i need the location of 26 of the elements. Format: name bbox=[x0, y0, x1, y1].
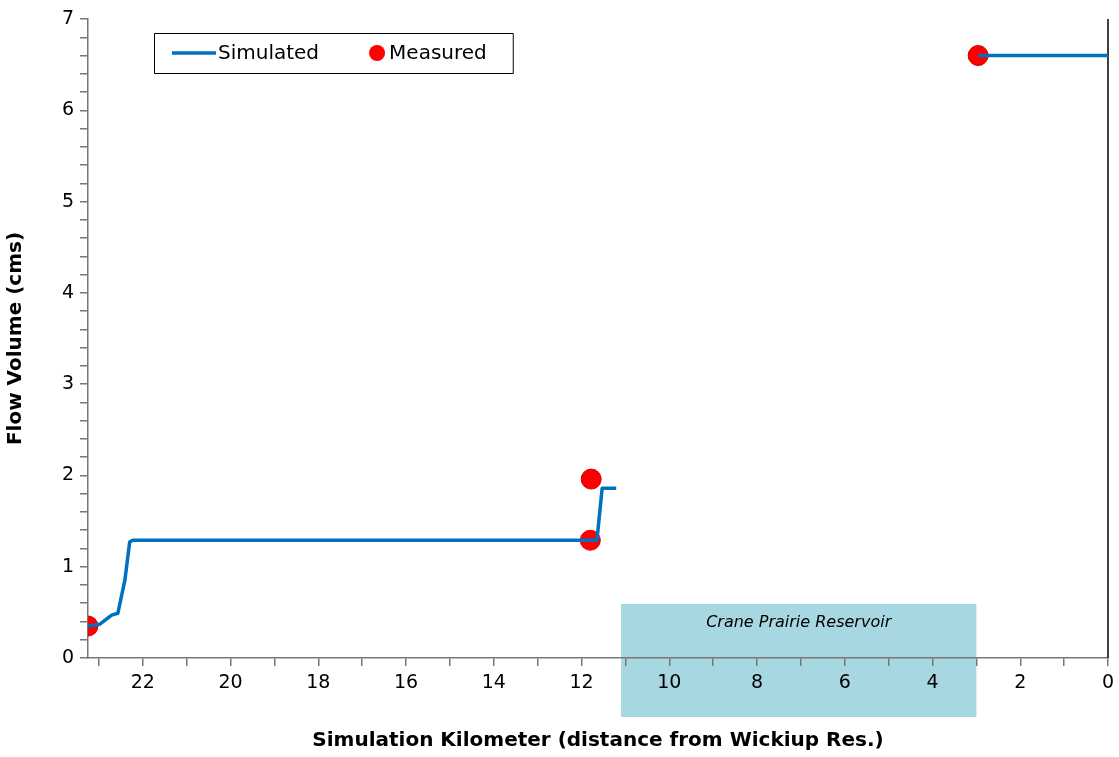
x-tick-label: 16 bbox=[393, 670, 419, 693]
x-tick-label: 18 bbox=[306, 670, 331, 693]
x-tick-label: 4 bbox=[926, 670, 939, 693]
y-axis-title: Flow Volume (cms) bbox=[2, 231, 27, 446]
point bbox=[580, 468, 602, 490]
legend-label: Simulated bbox=[218, 40, 320, 65]
y-tick-label: 3 bbox=[61, 371, 74, 394]
x-tick-label: 10 bbox=[657, 670, 682, 693]
y-tick-label: 2 bbox=[61, 462, 74, 485]
y-tick-label: 6 bbox=[61, 97, 74, 120]
x-tick-label: 20 bbox=[218, 670, 243, 693]
x-tick-label: 6 bbox=[838, 670, 851, 693]
x-tick-label: 8 bbox=[750, 670, 764, 693]
y-tick-label: 7 bbox=[61, 5, 74, 28]
x-tick-label: 14 bbox=[481, 670, 506, 693]
x-axis-title: Simulation Kilometer (distance from Wickiup Res.) bbox=[312, 727, 884, 752]
legend-label: Measured bbox=[389, 40, 487, 65]
band-label: Crane Prairie Reservoir bbox=[706, 612, 893, 632]
y-tick-label: 1 bbox=[61, 553, 74, 576]
x-tick-label: 0 bbox=[1101, 670, 1115, 693]
y-tick-label: 4 bbox=[61, 279, 74, 302]
y-tick-label: 5 bbox=[61, 188, 74, 211]
y-tick-label: 0 bbox=[61, 644, 74, 667]
x-tick-label: 22 bbox=[130, 670, 155, 693]
x-tick-label: 2 bbox=[1014, 670, 1027, 693]
x-tick-label: 12 bbox=[569, 670, 594, 693]
